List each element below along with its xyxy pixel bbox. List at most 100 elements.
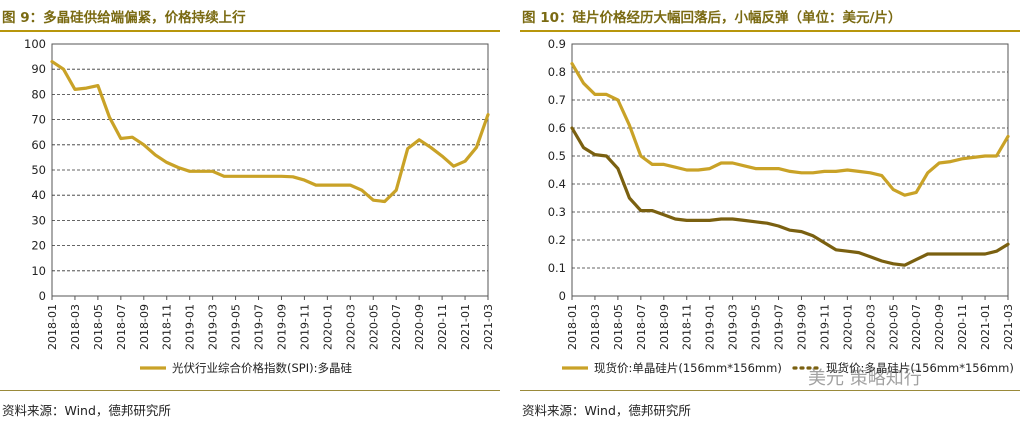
data-point: [1007, 243, 1009, 245]
data-point: [280, 175, 283, 177]
data-point: [605, 155, 608, 157]
data-point: [800, 231, 803, 233]
data-point: [418, 139, 420, 141]
data-point: [1007, 135, 1009, 137]
data-point: [62, 68, 65, 70]
series-line-1: [50, 60, 490, 204]
data-point: [97, 84, 99, 87]
x-tick-label: 2019-11: [298, 304, 311, 350]
data-point: [950, 161, 952, 163]
data-point: [915, 259, 917, 261]
y-tick-label: 20: [31, 239, 46, 253]
data-point: [697, 169, 699, 171]
data-point: [961, 158, 963, 160]
x-tick-label: 2019-03: [207, 304, 220, 350]
x-tick-label: 2020-09: [413, 304, 426, 350]
title-divider: [520, 30, 1020, 32]
data-point: [927, 253, 929, 255]
data-point: [326, 184, 328, 186]
data-point: [189, 170, 191, 172]
data-point: [571, 127, 573, 129]
data-point: [789, 170, 791, 172]
data-point: [166, 161, 168, 164]
data-point: [835, 170, 837, 172]
data-point: [303, 179, 306, 181]
data-point: [754, 168, 757, 170]
x-tick-label: 2018-07: [115, 304, 128, 350]
data-point: [881, 260, 883, 262]
bottom-divider: [0, 390, 500, 391]
x-tick-label: 2020-11: [436, 304, 449, 350]
data-point: [292, 176, 294, 178]
data-point: [200, 170, 202, 172]
x-tick-label: 2018-09: [138, 304, 151, 350]
x-tick-label: 2020-01: [841, 304, 854, 350]
x-tick-label: 2019-09: [275, 304, 288, 350]
data-point: [74, 88, 76, 90]
data-point: [269, 175, 271, 177]
y-tick-label: 90: [31, 62, 46, 76]
data-point: [754, 221, 757, 223]
x-tick-label: 2019-07: [253, 304, 266, 350]
data-point: [177, 166, 179, 169]
data-point: [984, 155, 986, 157]
y-tick-label: 30: [31, 213, 46, 227]
data-point: [582, 82, 585, 84]
y-tick-label: 60: [31, 138, 46, 152]
data-point: [995, 155, 998, 157]
data-point: [995, 250, 998, 252]
x-tick-label: 2019-05: [750, 304, 763, 350]
data-point: [246, 175, 248, 177]
data-point: [789, 229, 791, 231]
data-point: [869, 256, 871, 258]
data-point: [938, 162, 940, 164]
data-point: [628, 197, 630, 199]
data-point: [732, 162, 734, 164]
source-note: 资料来源：Wind，德邦研究所: [522, 403, 691, 418]
data-point: [938, 253, 940, 255]
data-point: [904, 194, 906, 196]
wafer-price-chart: 0 0.1 0.2 0.3 0.4 0.5 0.6 0.7 0.8 0.9 2018-01 2018-…: [548, 37, 1015, 375]
watermark: 美元 策略知行: [808, 368, 922, 389]
y-tick-label: 0.5: [548, 149, 566, 163]
data-point: [154, 154, 156, 156]
data-point: [663, 163, 665, 165]
y-tick-label: 0.3: [548, 205, 566, 219]
data-point: [361, 189, 363, 191]
data-point: [674, 218, 676, 220]
data-point: [475, 146, 478, 148]
y-tick-label: 0: [39, 289, 46, 303]
x-tick-label: 2021-03: [482, 304, 495, 350]
data-point: [594, 154, 596, 156]
data-point: [407, 147, 409, 150]
y-tick-label: 0.1: [548, 261, 566, 275]
data-point: [120, 137, 122, 140]
x-tick-label: 2018-05: [92, 304, 105, 350]
data-point: [464, 160, 466, 162]
data-point: [640, 155, 642, 157]
data-point: [430, 146, 432, 148]
data-point: [743, 165, 745, 167]
data-point: [709, 219, 711, 221]
y-tick-label: 0.4: [548, 177, 566, 191]
x-tick-label: 2020-07: [390, 304, 403, 350]
figure-title: 图 9：多晶硅供给端偏紧，价格持续上行: [2, 10, 246, 26]
data-point: [720, 162, 722, 164]
data-point: [628, 124, 630, 126]
data-point: [686, 219, 688, 221]
data-point: [777, 225, 780, 227]
data-point: [617, 168, 619, 170]
data-point: [892, 263, 894, 265]
legend-label: 光伏行业综合价格指数(SPI):多晶硅: [172, 361, 352, 375]
data-point: [452, 165, 455, 167]
data-point: [984, 253, 986, 255]
y-tick-label: 0.9: [548, 37, 566, 51]
x-tick-label: 2020-05: [887, 304, 900, 350]
data-point: [85, 87, 88, 89]
x-tick-label: 2020-01: [321, 304, 334, 350]
data-point: [800, 172, 803, 174]
x-tick-label: 2019-01: [184, 304, 197, 350]
y-tick-label: 0.7: [548, 93, 566, 107]
data-point: [709, 168, 711, 170]
x-tick-label: 2018-11: [681, 304, 694, 350]
